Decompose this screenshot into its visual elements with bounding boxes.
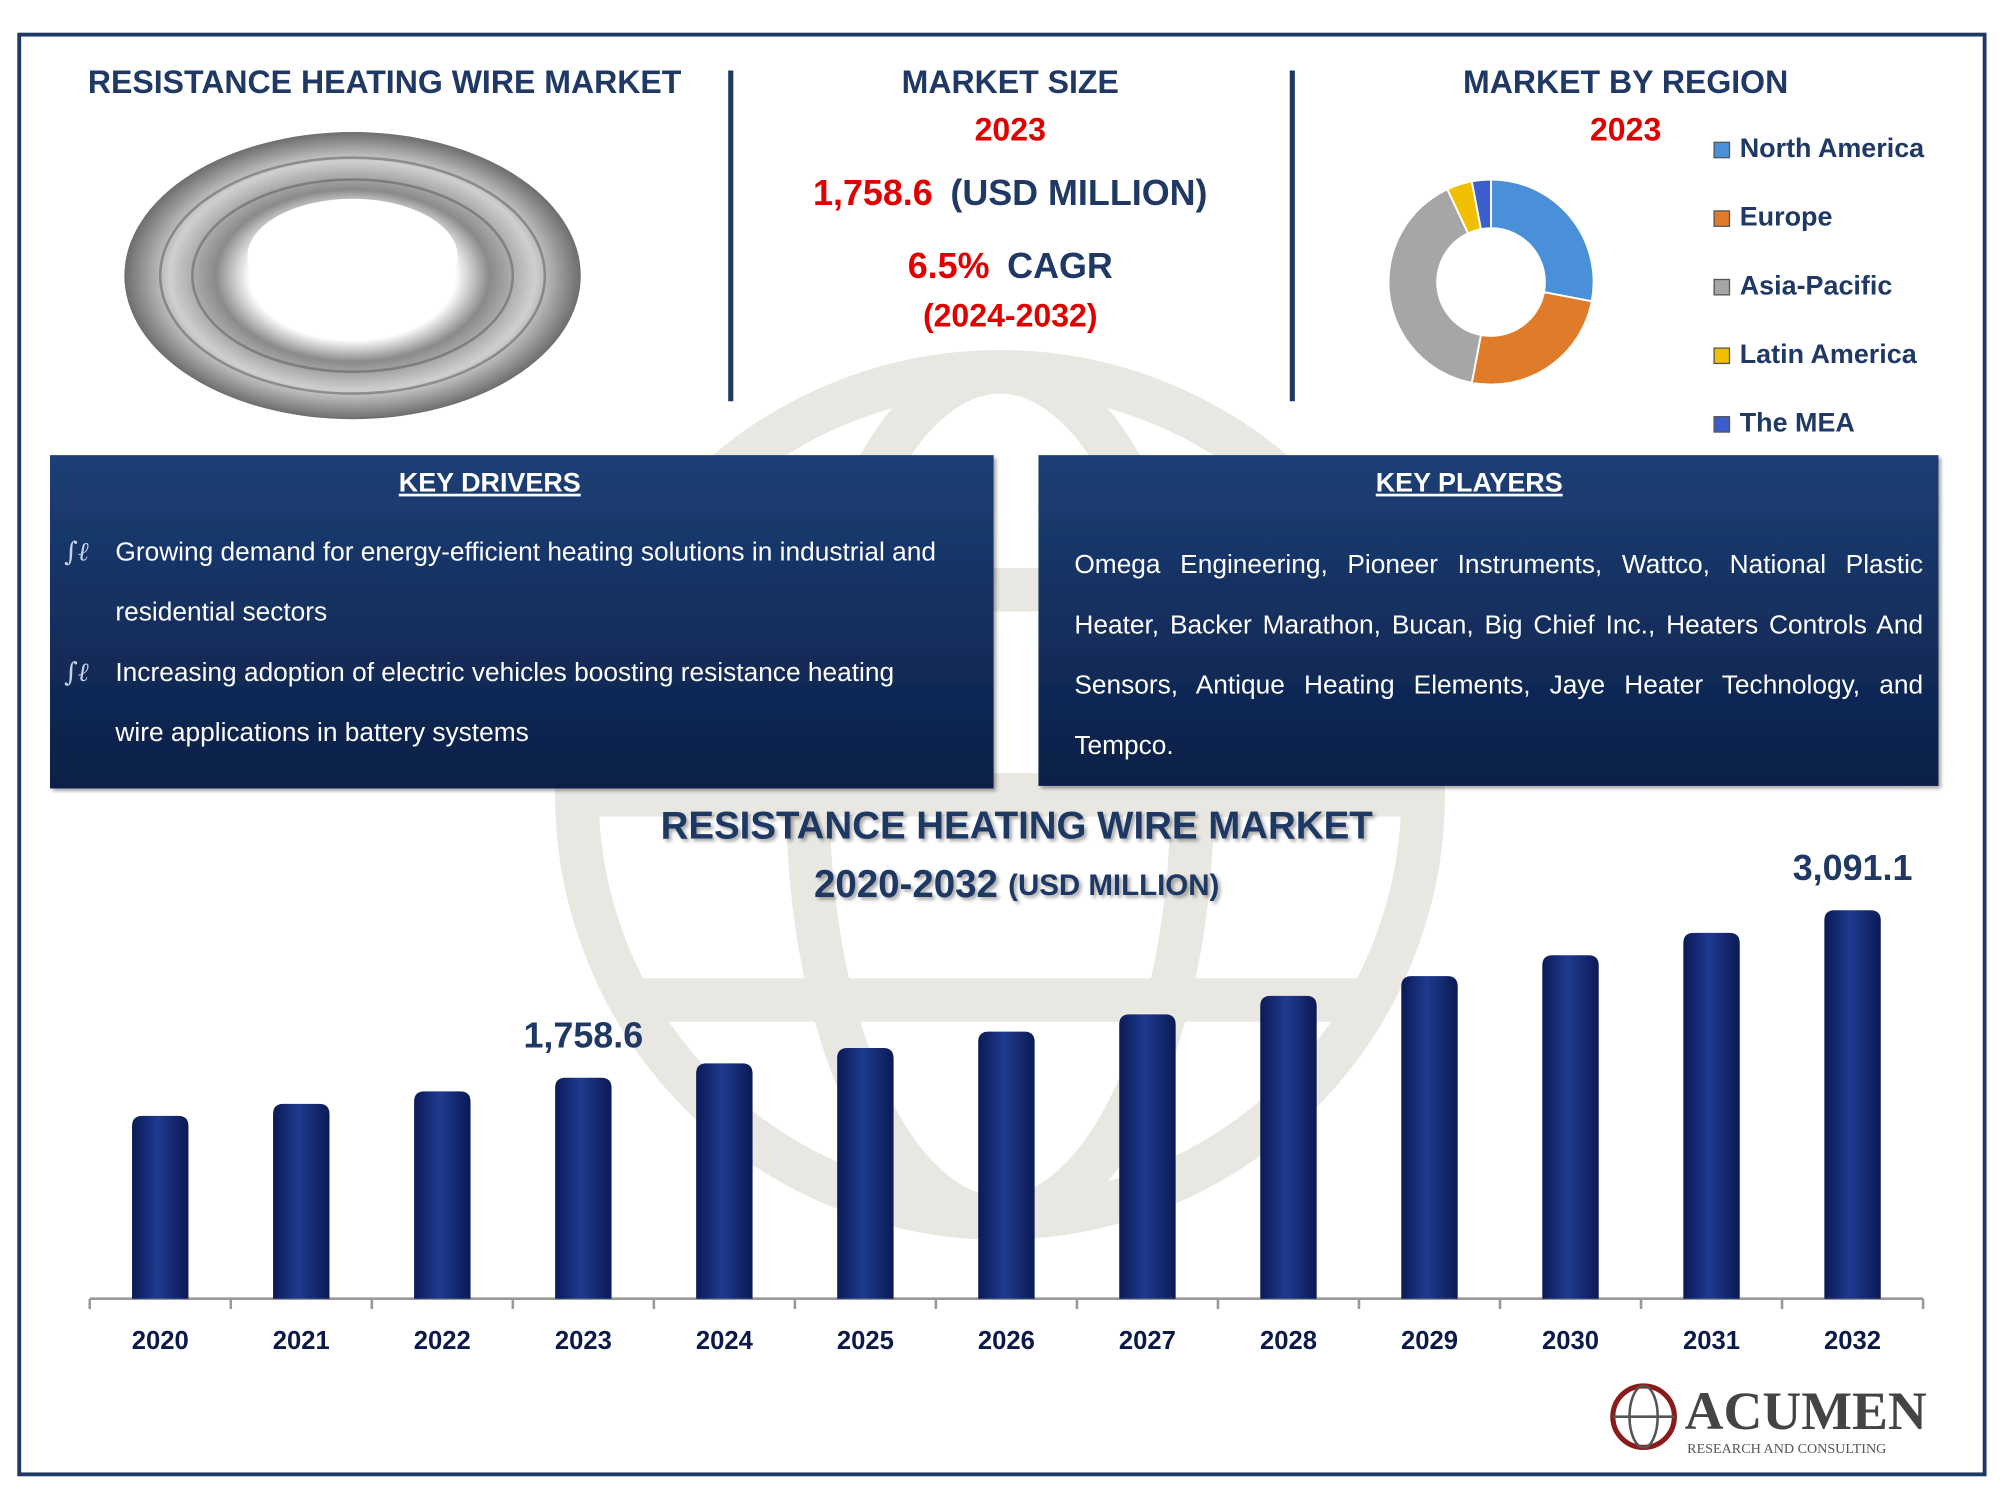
bar [555, 1077, 612, 1299]
brand-tagline: RESEARCH AND CONSULTING [1687, 1441, 1886, 1457]
key-drivers-box [50, 455, 994, 789]
x-tick-label: 2028 [1260, 1327, 1317, 1355]
key-drivers-text: ∫ℓ Growing demand for energy-efficient he… [51, 522, 948, 763]
x-tick-label: 2032 [1824, 1327, 1881, 1355]
market-size-value: 1,758.6 [813, 174, 933, 214]
key-drivers-list: ∫ℓ Growing demand for energy-efficient he… [51, 522, 948, 763]
chart-subtitle: 2023 [1590, 112, 1661, 148]
driver-text: Increasing adoption of electric vehicles… [115, 657, 895, 748]
chart-unit: (USD MILLION) [1008, 869, 1219, 902]
chart-subtitle-line: 2020-2032 (USD MILLION) [814, 863, 1219, 906]
bar [1401, 976, 1458, 1299]
header-title: RESISTANCE HEATING WIRE MARKET [88, 64, 682, 100]
chart-subtitle: 2020-2032 [814, 863, 998, 906]
cagr-line: 6.5% CAGR [908, 247, 1113, 287]
key-players-list: Omega Engineering, Pioneer Instruments, … [1074, 550, 1924, 761]
frame [17, 32, 1987, 1477]
x-tick-label: 2025 [837, 1327, 894, 1355]
legend-swatch [1713, 210, 1731, 227]
legend-swatch [1713, 278, 1731, 296]
brand-name: ACUMEN [1685, 1381, 1927, 1441]
bar [1119, 1014, 1176, 1299]
bar [978, 1031, 1035, 1299]
x-tick-label: 2026 [978, 1327, 1035, 1355]
market-size-line: 1,758.6 (USD MILLION) [813, 174, 1207, 214]
key-players-box [1038, 455, 1939, 786]
legend-swatch [1713, 416, 1731, 433]
donut-segment [1470, 178, 1492, 231]
x-tick-label: 2023 [555, 1327, 612, 1355]
legend-label: Asia-Pacific [1740, 270, 1893, 300]
bar [414, 1091, 471, 1299]
wire-coil-image [124, 132, 581, 420]
key-drivers-title: KEY DRIVERS [399, 468, 581, 498]
x-tick-label: 2030 [1542, 1327, 1599, 1355]
bar [1824, 910, 1881, 1299]
bar [1542, 955, 1599, 1299]
data-label: 3,091.1 [1793, 848, 1913, 888]
legend-label: Latin America [1740, 339, 1918, 369]
market-size-year: 2023 [975, 112, 1046, 148]
donut-segment [1470, 291, 1593, 386]
bar [132, 1115, 189, 1299]
cagr-period: (2024-2032) [923, 297, 1098, 333]
cagr-label: CAGR [1007, 247, 1113, 287]
market-size-title: MARKET SIZE [902, 64, 1119, 100]
data-label: 1,758.6 [523, 1015, 643, 1055]
bar [273, 1103, 330, 1299]
legend-label: The MEA [1740, 407, 1855, 437]
chart-title: RESISTANCE HEATING WIRE MARKET [661, 804, 1374, 847]
driver-text: Growing demand for energy-efficient heat… [115, 537, 936, 627]
donut-segment [1387, 187, 1483, 384]
x-tick-label: 2021 [273, 1327, 330, 1355]
donut-segment [1490, 178, 1595, 303]
bullet-icon: ∫ℓ [64, 535, 89, 567]
cagr-value: 6.5% [908, 247, 990, 287]
chart-title: MARKET BY REGION [1463, 64, 1788, 100]
legend-label: Europe [1740, 202, 1833, 232]
bullet-icon: ∫ℓ [64, 656, 89, 688]
bar [696, 1063, 753, 1299]
x-tick-label: 2031 [1683, 1327, 1740, 1355]
driver-item: ∫ℓ Growing demand for energy-efficient he… [51, 522, 948, 643]
x-tick-label: 2029 [1401, 1327, 1458, 1355]
x-tick-label: 2022 [414, 1327, 471, 1355]
bar [1260, 995, 1317, 1299]
market-size-unit: (USD MILLION) [950, 174, 1207, 214]
x-tick-label: 2027 [1119, 1327, 1176, 1355]
driver-item: ∫ℓ Increasing adoption of electric vehicl… [51, 642, 948, 763]
key-players-title: KEY PLAYERS [1376, 468, 1563, 498]
legend-swatch [1713, 347, 1731, 365]
bar [837, 1048, 894, 1299]
key-players-text: Omega Engineering, Pioneer Instruments, … [1074, 550, 1924, 761]
x-tick-label: 2024 [696, 1327, 754, 1355]
legend-swatch [1713, 141, 1731, 159]
bar [1683, 932, 1740, 1299]
brand-logo [1610, 1383, 1677, 1450]
x-tick-label: 2020 [132, 1327, 189, 1355]
legend-label: North America [1740, 133, 1925, 163]
